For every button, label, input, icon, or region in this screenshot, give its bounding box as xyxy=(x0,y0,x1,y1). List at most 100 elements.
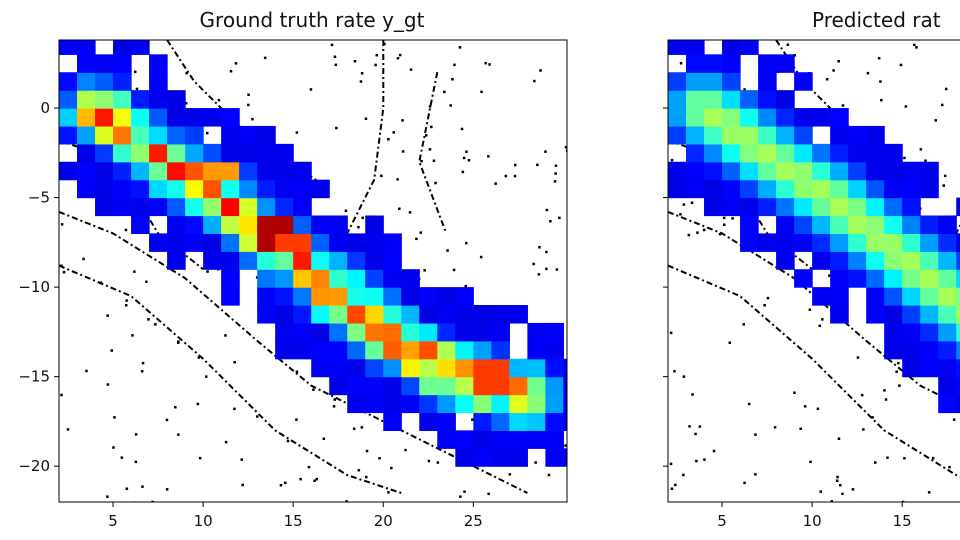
heatmap-cell xyxy=(509,394,528,414)
map-speck xyxy=(819,490,822,493)
heatmap-cell xyxy=(473,322,492,342)
map-speck xyxy=(545,250,548,254)
heatmap-cell xyxy=(740,125,759,145)
map-speck xyxy=(353,60,357,63)
plot-frame-predicted xyxy=(667,39,960,503)
map-speck xyxy=(884,398,888,401)
heatmap-cell xyxy=(419,394,438,414)
heatmap-cell xyxy=(704,161,723,181)
map-speck xyxy=(464,284,467,288)
heatmap-cell xyxy=(167,233,186,252)
heatmap-cell xyxy=(830,143,849,163)
heatmap-cell xyxy=(257,233,276,252)
map-speck xyxy=(931,456,935,460)
heatmap-cell xyxy=(830,287,849,306)
heatmap-cell xyxy=(347,340,366,360)
map-speck xyxy=(141,361,145,365)
heatmap-cell xyxy=(920,269,939,288)
map-speck xyxy=(140,370,144,373)
heatmap-cell xyxy=(293,179,312,199)
map-speck xyxy=(674,483,677,487)
heatmap-cell xyxy=(830,161,849,181)
heatmap-cell xyxy=(902,305,921,324)
heatmap-cell xyxy=(794,197,813,217)
heatmap-cell xyxy=(95,72,114,91)
heatmap-cell xyxy=(902,322,921,342)
heatmap-cell xyxy=(311,305,330,324)
map-speck xyxy=(428,148,432,151)
map-speck xyxy=(427,459,431,463)
heatmap-cell xyxy=(509,376,528,396)
heatmap-cell xyxy=(437,430,456,449)
heatmap-cell xyxy=(527,340,546,360)
map-speck xyxy=(330,43,334,47)
map-speck xyxy=(919,148,923,151)
heatmap-cell xyxy=(329,305,348,324)
heatmap-cell xyxy=(686,90,705,109)
map-speck xyxy=(913,43,916,47)
map-speck xyxy=(165,488,169,491)
heatmap-cell xyxy=(329,358,348,378)
map-speck xyxy=(696,231,699,234)
heatmap-cell xyxy=(884,251,903,270)
heatmap-cell xyxy=(686,72,705,91)
heatmap-cell xyxy=(293,340,312,360)
heatmap-cell xyxy=(437,412,456,431)
heatmap-cell xyxy=(419,287,438,306)
map-speck xyxy=(428,105,432,108)
map-speck xyxy=(825,78,829,81)
map-speck xyxy=(184,102,188,105)
map-speck xyxy=(206,131,209,135)
heatmap-cell xyxy=(812,215,831,234)
heatmap-cell xyxy=(956,322,960,342)
heatmap-cell xyxy=(239,161,258,181)
heatmap-cell xyxy=(257,251,276,270)
map-speck xyxy=(871,416,874,419)
panel-ground-truth: Ground truth rate y_gt 5 10 15 20 25 0 −5 −10 −… xyxy=(18,8,568,530)
heatmap-cell xyxy=(329,322,348,342)
heatmap-cell xyxy=(95,179,114,199)
heatmap-cell xyxy=(437,305,456,324)
heatmap-cell xyxy=(455,322,474,342)
map-speck xyxy=(263,56,267,60)
map-speck xyxy=(816,407,820,411)
heatmap-cell xyxy=(686,125,705,145)
heatmap-cell xyxy=(758,179,777,199)
heatmap-cell xyxy=(257,215,276,234)
map-speck xyxy=(197,356,200,359)
heatmap-cell xyxy=(830,108,849,127)
map-speck xyxy=(897,361,900,365)
heatmap-cell xyxy=(185,179,204,199)
heatmap-cell xyxy=(293,233,312,252)
map-speck xyxy=(357,469,361,472)
map-speck xyxy=(112,446,115,449)
map-speck xyxy=(85,369,88,373)
map-speck xyxy=(383,42,386,46)
heatmap-cell xyxy=(545,448,564,467)
y-tick-label: −5 xyxy=(28,189,50,207)
heatmap-cell xyxy=(455,394,474,414)
map-speck xyxy=(110,349,113,352)
heatmap-cell xyxy=(704,197,723,217)
heatmap-cell xyxy=(938,251,957,270)
map-speck xyxy=(487,492,490,496)
heatmap-cell xyxy=(59,90,78,109)
map-speck xyxy=(537,273,541,276)
heatmap-cell xyxy=(722,179,741,199)
map-speck xyxy=(60,393,63,397)
heatmap-cell xyxy=(848,269,867,288)
map-speck xyxy=(224,334,227,337)
heatmap-cell xyxy=(113,125,132,145)
x-tick-label: 10 xyxy=(194,512,213,530)
heatmap-cell xyxy=(239,215,258,234)
heatmap-cell xyxy=(902,233,921,252)
map-speck xyxy=(375,54,378,57)
heatmap-cell xyxy=(401,287,420,306)
heatmap-cell xyxy=(776,197,795,217)
heatmap-cell xyxy=(59,72,78,91)
map-speck xyxy=(313,479,316,482)
heatmap-cell xyxy=(920,251,939,270)
map-speck xyxy=(862,428,865,431)
map-speck xyxy=(513,174,517,178)
heatmap-cell xyxy=(275,143,294,163)
